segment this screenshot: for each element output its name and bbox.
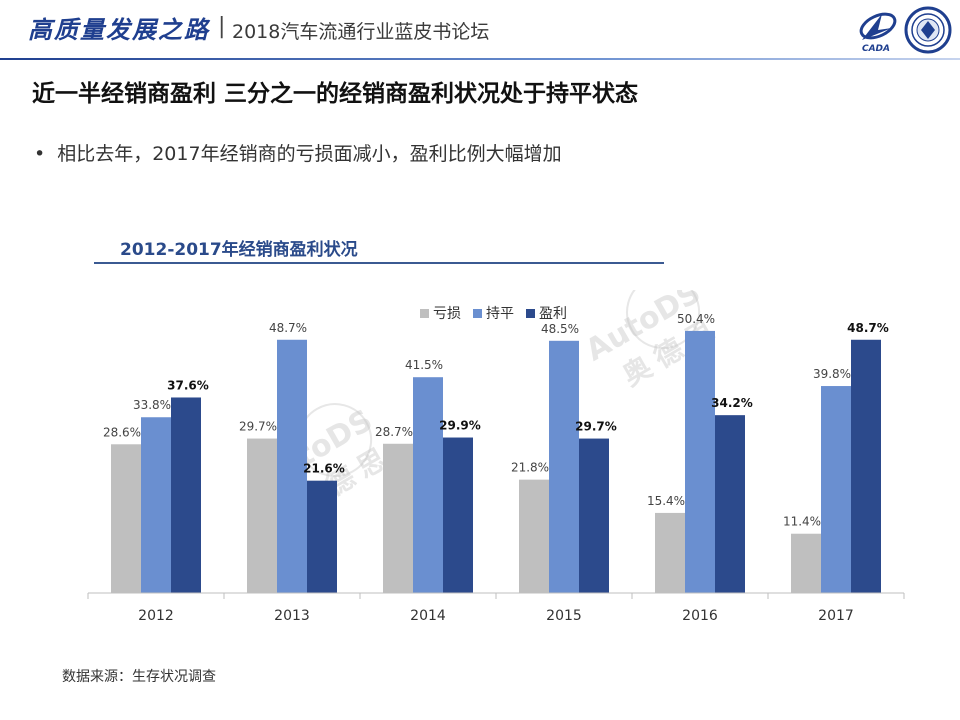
value-label-2015-3: 29.7% xyxy=(575,420,617,434)
bar-2014-2 xyxy=(413,377,443,593)
bar-2017-1 xyxy=(791,533,821,593)
value-label-2015-2: 48.5% xyxy=(541,322,579,336)
bar-2015-3 xyxy=(579,438,609,593)
bar-2013-2 xyxy=(277,339,307,593)
value-label-2012-3: 37.6% xyxy=(167,378,209,392)
bullet-dot: • xyxy=(34,143,46,165)
x-tick-label-2017: 2017 xyxy=(818,608,854,624)
bullet-text: 相比去年，2017年经销商的亏损面减小，盈利比例大幅增加 xyxy=(57,143,562,165)
bar-2015-1 xyxy=(519,479,549,593)
legend-label-1: 亏损 xyxy=(433,306,461,322)
bar-2012-1 xyxy=(111,444,141,593)
value-label-2014-1: 28.7% xyxy=(375,425,413,439)
bar-2014-3 xyxy=(443,437,473,593)
value-label-2016-1: 15.4% xyxy=(647,494,685,508)
bar-2012-2 xyxy=(141,417,171,593)
chart-x-axis: 2012 2013 2014 2015 2016 2017 xyxy=(87,592,905,624)
bar-2016-3 xyxy=(715,415,745,593)
page-title: 近一半经销商盈利 三分之一的经销商盈利状况处于持平状态 xyxy=(32,81,639,107)
legend-swatch-1 xyxy=(420,309,429,318)
x-tick-label-2012: 2012 xyxy=(138,608,174,624)
bar-2017-2 xyxy=(821,386,851,593)
x-tick-label-2013: 2013 xyxy=(274,608,310,624)
forum-title: 2018汽车流通行业蓝皮书论坛 xyxy=(232,21,490,43)
value-label-2012-2: 33.8% xyxy=(133,398,171,412)
chart-legend: 亏损 持平 盈利 xyxy=(420,306,567,322)
legend-swatch-2 xyxy=(473,309,482,318)
cada-logo: CADA xyxy=(859,12,897,54)
bar-2012-3 xyxy=(171,397,201,593)
bar-2013-1 xyxy=(247,438,277,593)
value-label-2015-1: 21.8% xyxy=(511,461,549,475)
bar-2014-1 xyxy=(383,443,413,593)
bar-2016-2 xyxy=(685,330,715,593)
bar-2017-3 xyxy=(851,339,881,593)
value-label-2017-2: 39.8% xyxy=(813,367,851,381)
bullet-point: • 相比去年，2017年经销商的亏损面减小，盈利比例大幅增加 xyxy=(34,139,562,166)
legend-swatch-3 xyxy=(526,309,535,318)
legend-label-3: 盈利 xyxy=(539,306,567,322)
bar-2015-2 xyxy=(549,340,579,593)
value-label-2016-3: 34.2% xyxy=(711,396,753,410)
slogan: 高质量发展之路 xyxy=(28,15,210,44)
value-label-2013-2: 48.7% xyxy=(269,321,307,335)
x-tick-label-2015: 2015 xyxy=(546,608,582,624)
header: 高质量发展之路 | 2018汽车流通行业蓝皮书论坛 CADA xyxy=(0,0,960,60)
x-tick-label-2016: 2016 xyxy=(682,608,718,624)
x-tick-label-2014: 2014 xyxy=(410,608,446,624)
bar-2013-3 xyxy=(307,480,337,593)
cada-logo-text: CADA xyxy=(862,44,890,54)
value-label-2016-2: 50.4% xyxy=(677,312,715,326)
header-separator: | xyxy=(218,14,226,39)
value-label-2013-1: 29.7% xyxy=(239,420,277,434)
chart-title-underline xyxy=(94,262,664,264)
chart-bars: 28.6% 33.8% 37.6% 29.7% 48.7% 21.6% 28.7% 41.5%… xyxy=(103,312,889,593)
bar-2016-1 xyxy=(655,512,685,593)
value-label-2017-1: 11.4% xyxy=(783,515,821,529)
value-label-2014-3: 29.9% xyxy=(439,419,481,433)
header-divider xyxy=(0,58,960,60)
legend-label-2: 持平 xyxy=(486,306,514,322)
data-source-note: 数据来源：生存状况调查 xyxy=(62,669,216,685)
chart-title: 2012-2017年经销商盈利状况 xyxy=(120,240,358,260)
value-label-2013-3: 21.6% xyxy=(303,462,345,476)
value-label-2014-2: 41.5% xyxy=(405,358,443,372)
value-label-2012-1: 28.6% xyxy=(103,425,141,439)
association-emblem xyxy=(904,6,952,54)
value-label-2017-3: 48.7% xyxy=(847,321,889,335)
